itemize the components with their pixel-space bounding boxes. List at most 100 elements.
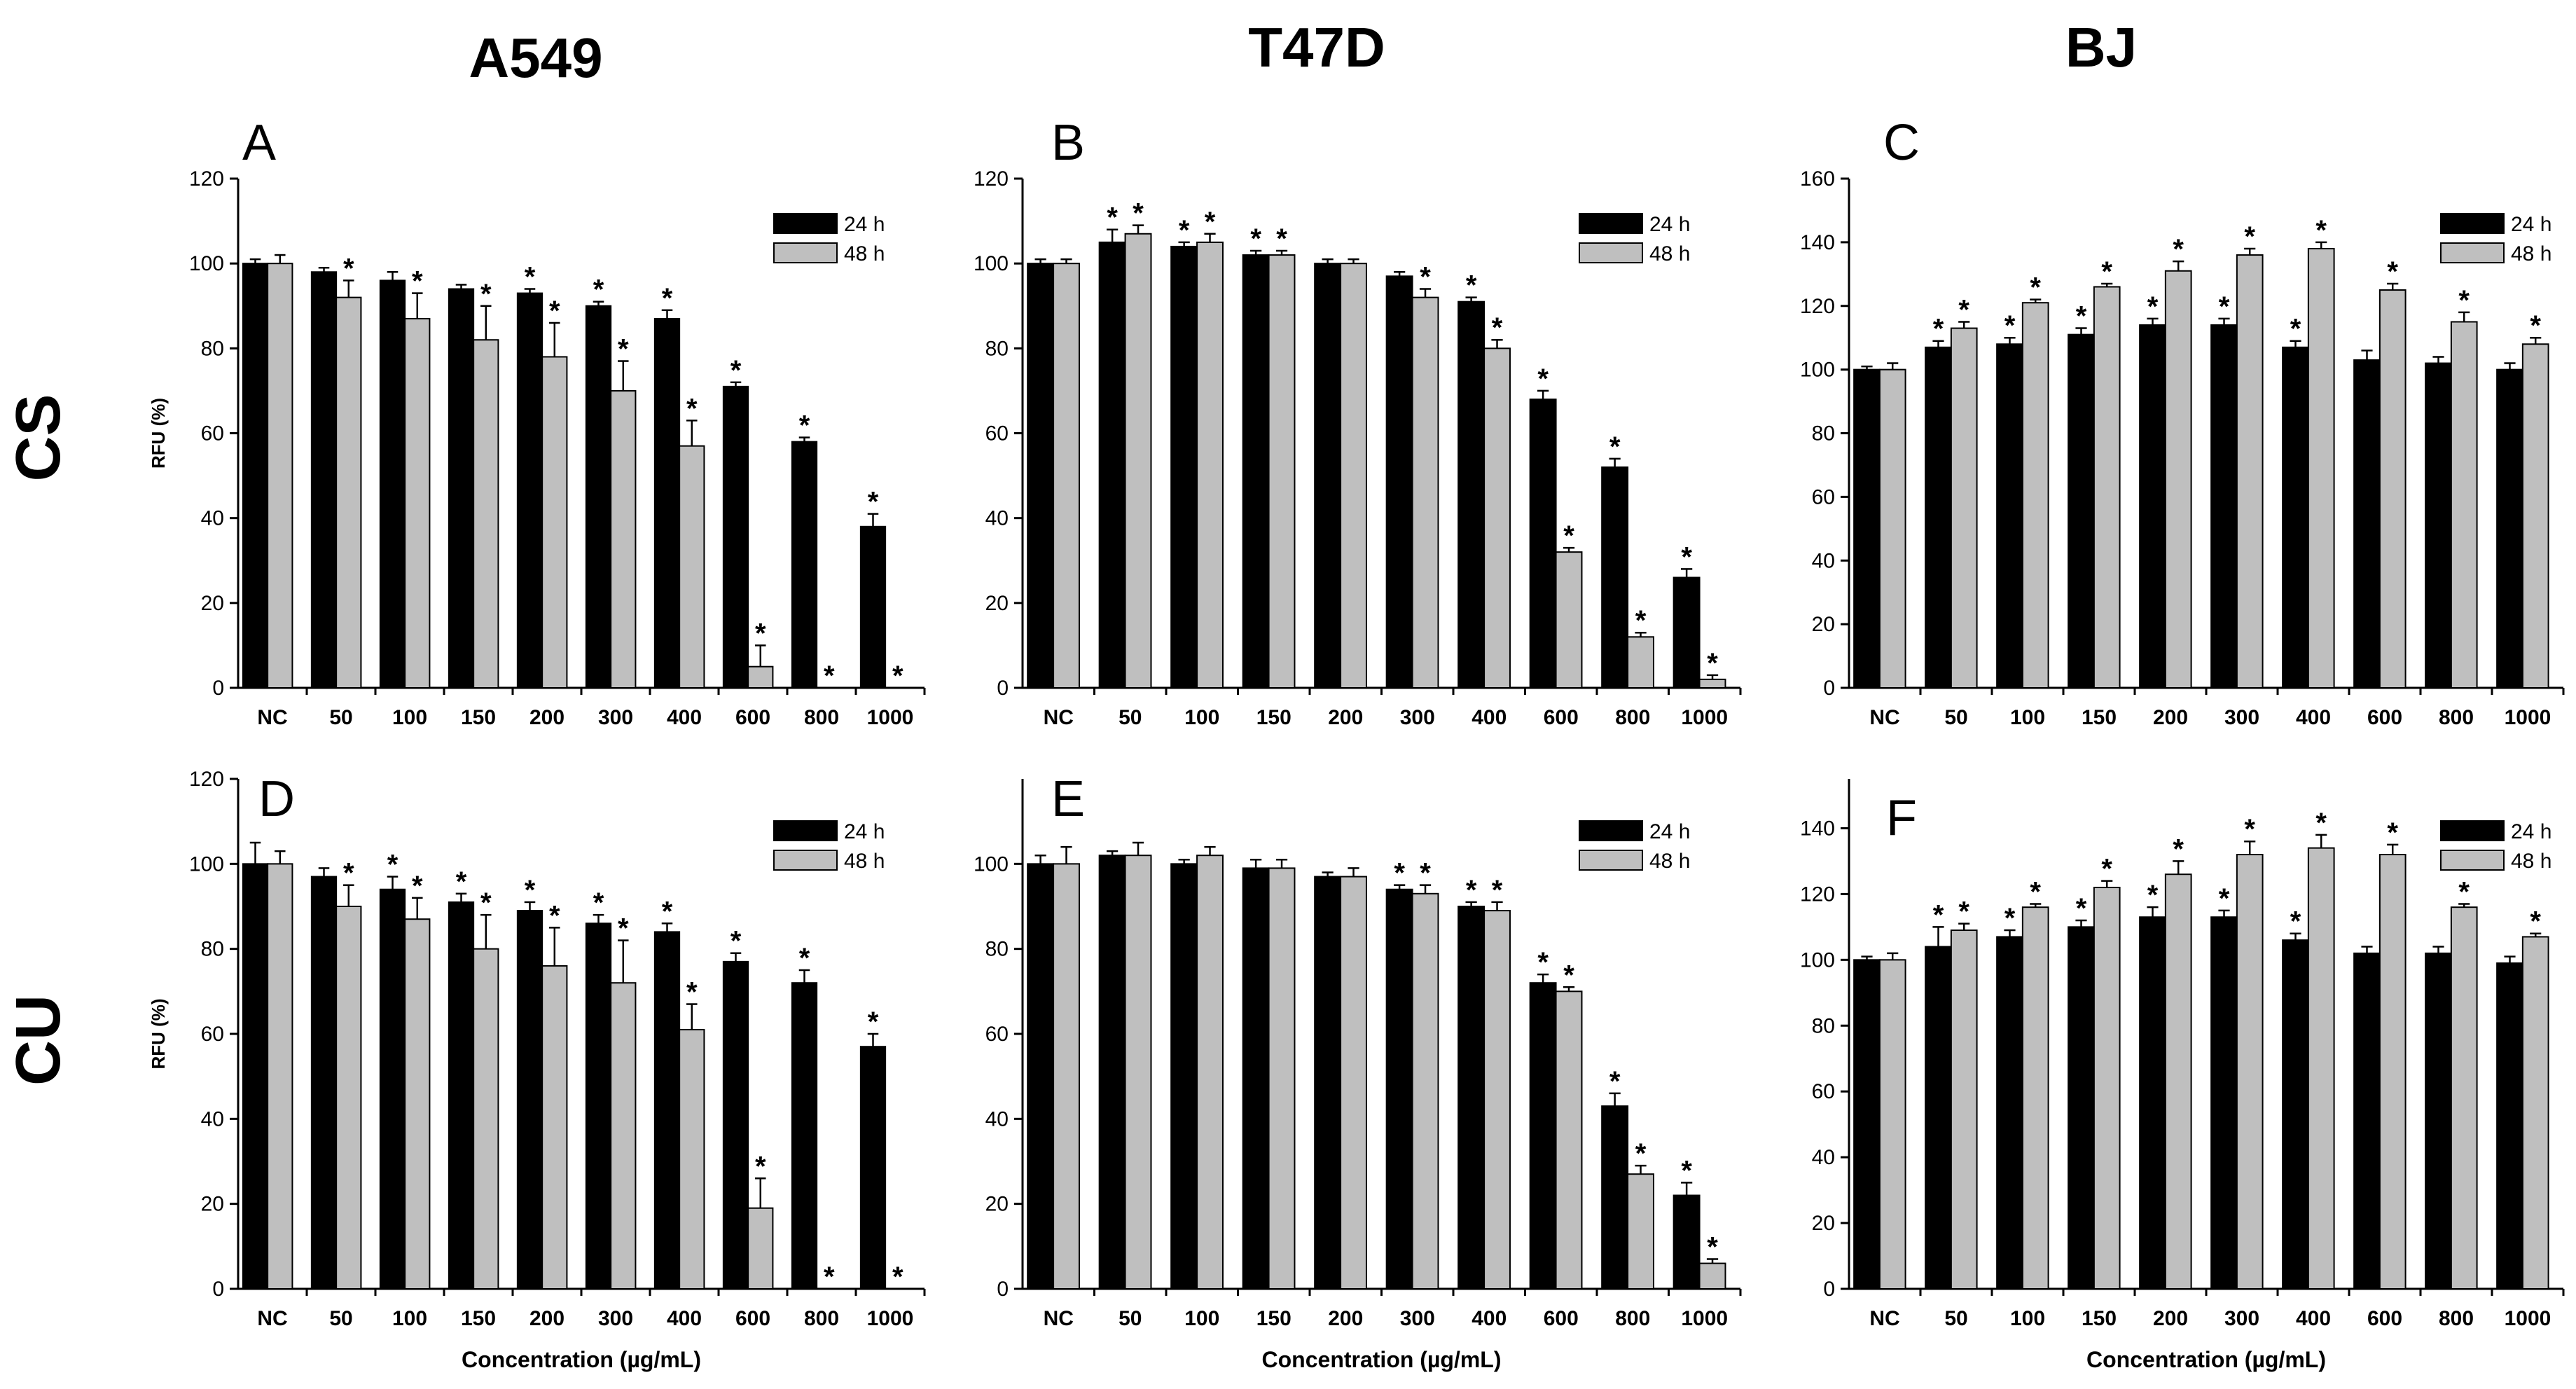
- bar-48h: [1124, 855, 1152, 1290]
- x-tick-label: 400: [2296, 706, 2331, 729]
- significance-marker: *: [1250, 223, 1261, 254]
- bar-48h: [2164, 270, 2192, 689]
- bar-24h: [1673, 576, 1701, 689]
- x-tick-label: 400: [667, 1307, 702, 1330]
- bar-48h: [404, 918, 431, 1290]
- y-tick-label: 40: [1812, 549, 1835, 572]
- bar-48h: [1411, 296, 1439, 689]
- bar-48h: [1196, 855, 1224, 1290]
- y-tick-label: 0: [997, 677, 1009, 700]
- x-tick-label: 150: [1256, 706, 1292, 729]
- bar-24h: [2068, 926, 2095, 1290]
- x-tick-label: 200: [529, 706, 565, 729]
- bar-48h: [1627, 1173, 1654, 1290]
- bar-48h: [1627, 636, 1654, 689]
- significance-marker: *: [1635, 1138, 1647, 1169]
- bar-48h: [2378, 289, 2407, 689]
- column-title-a549: A549: [469, 27, 602, 89]
- significance-marker: *: [2219, 883, 2230, 914]
- y-tick-label: 0: [997, 1278, 1009, 1301]
- x-tick-label: 50: [329, 1307, 352, 1330]
- bar-48h: [1483, 347, 1511, 689]
- bar-48h: [2378, 854, 2407, 1290]
- bar-48h: [1124, 233, 1152, 689]
- x-tick-label: NC: [1044, 706, 1074, 729]
- significance-marker: *: [892, 1262, 903, 1292]
- x-tick-label: 150: [461, 1307, 496, 1330]
- significance-marker: *: [1958, 294, 1969, 325]
- y-tick-label: 60: [201, 1023, 224, 1046]
- y-tick-label: 120: [974, 167, 1009, 191]
- bar-24h: [1601, 466, 1629, 689]
- y-tick-label: 100: [1800, 359, 1835, 382]
- significance-marker: *: [2458, 876, 2470, 907]
- bar-24h: [2210, 324, 2238, 689]
- significance-marker: *: [662, 896, 673, 927]
- x-tick-label: 100: [1184, 1307, 1219, 1330]
- row-title-cs: CS: [4, 394, 74, 481]
- y-tick-label: 20: [985, 592, 1009, 615]
- significance-marker: *: [1492, 875, 1503, 906]
- significance-marker: *: [755, 1151, 766, 1182]
- significance-marker: *: [2290, 906, 2301, 937]
- bar-48h: [1053, 863, 1080, 1290]
- x-tick-label: 200: [1328, 706, 1363, 729]
- x-tick-label: 200: [2153, 1307, 2188, 1330]
- significance-marker: *: [456, 866, 467, 897]
- bar-24h: [722, 385, 749, 689]
- y-tick-label: 140: [1800, 817, 1835, 840]
- bar-24h: [448, 901, 475, 1290]
- x-tick-label: 50: [1944, 1307, 1967, 1330]
- x-tick-label: 300: [2224, 706, 2259, 729]
- y-tick-label: 40: [201, 507, 224, 530]
- bar-48h: [679, 1028, 705, 1290]
- bar-48h: [2450, 906, 2478, 1290]
- significance-marker: *: [1537, 364, 1549, 394]
- significance-marker: *: [799, 410, 810, 441]
- y-tick-label: 0: [1823, 677, 1835, 700]
- significance-marker: *: [2173, 834, 2184, 864]
- bar-48h: [2307, 847, 2335, 1290]
- bar-24h: [791, 982, 818, 1290]
- bar-24h: [310, 876, 338, 1290]
- bar-24h: [1314, 263, 1342, 689]
- bar-24h: [1027, 263, 1055, 689]
- significance-marker: *: [343, 253, 354, 284]
- significance-marker: *: [1179, 215, 1190, 246]
- significance-marker: *: [412, 871, 423, 901]
- significance-marker: *: [2244, 814, 2255, 845]
- bar-48h: [1555, 990, 1583, 1290]
- significance-marker: *: [343, 858, 354, 889]
- significance-marker: *: [618, 913, 629, 944]
- y-tick-label: 60: [1812, 485, 1835, 509]
- bar-48h: [1411, 892, 1439, 1290]
- bar-24h: [2353, 952, 2381, 1290]
- bar-48h: [267, 263, 293, 689]
- significance-marker: *: [1681, 541, 1692, 572]
- bar-24h: [859, 525, 887, 689]
- significance-marker: *: [480, 279, 492, 310]
- x-tick-label: 300: [1400, 1307, 1435, 1330]
- y-tick-label: 20: [201, 592, 224, 615]
- bar-24h: [1673, 1194, 1701, 1290]
- y-tick-label: 160: [1800, 167, 1835, 191]
- chart-panel-d: D 0 20 40 60 80 100 120 RFU (%) NC 50 * 100 * * 150 * * 20…: [148, 768, 926, 1372]
- significance-marker: *: [549, 900, 560, 931]
- y-tick-label: 20: [1812, 613, 1835, 636]
- significance-marker: *: [2076, 301, 2087, 332]
- y-tick-label: 80: [985, 938, 1009, 961]
- chart-panel-b: B 0 20 40 60 80 100 120 NC 50 * * 100 * * 150 * * 200 300 * 4…: [974, 115, 1742, 729]
- y-tick-label: 0: [1823, 1278, 1835, 1301]
- y-tick-label: 60: [985, 1023, 1009, 1046]
- significance-marker: *: [2173, 234, 2184, 265]
- significance-marker: *: [2004, 310, 2016, 341]
- significance-marker: *: [525, 875, 536, 906]
- y-tick-label: 80: [1812, 422, 1835, 445]
- bar-48h: [267, 863, 293, 1290]
- significance-marker: *: [2219, 291, 2230, 322]
- bar-48h: [1878, 959, 1906, 1290]
- bar-24h: [2425, 362, 2452, 689]
- bar-24h: [1385, 888, 1413, 1290]
- bar-24h: [585, 922, 612, 1290]
- bar-48h: [610, 982, 637, 1290]
